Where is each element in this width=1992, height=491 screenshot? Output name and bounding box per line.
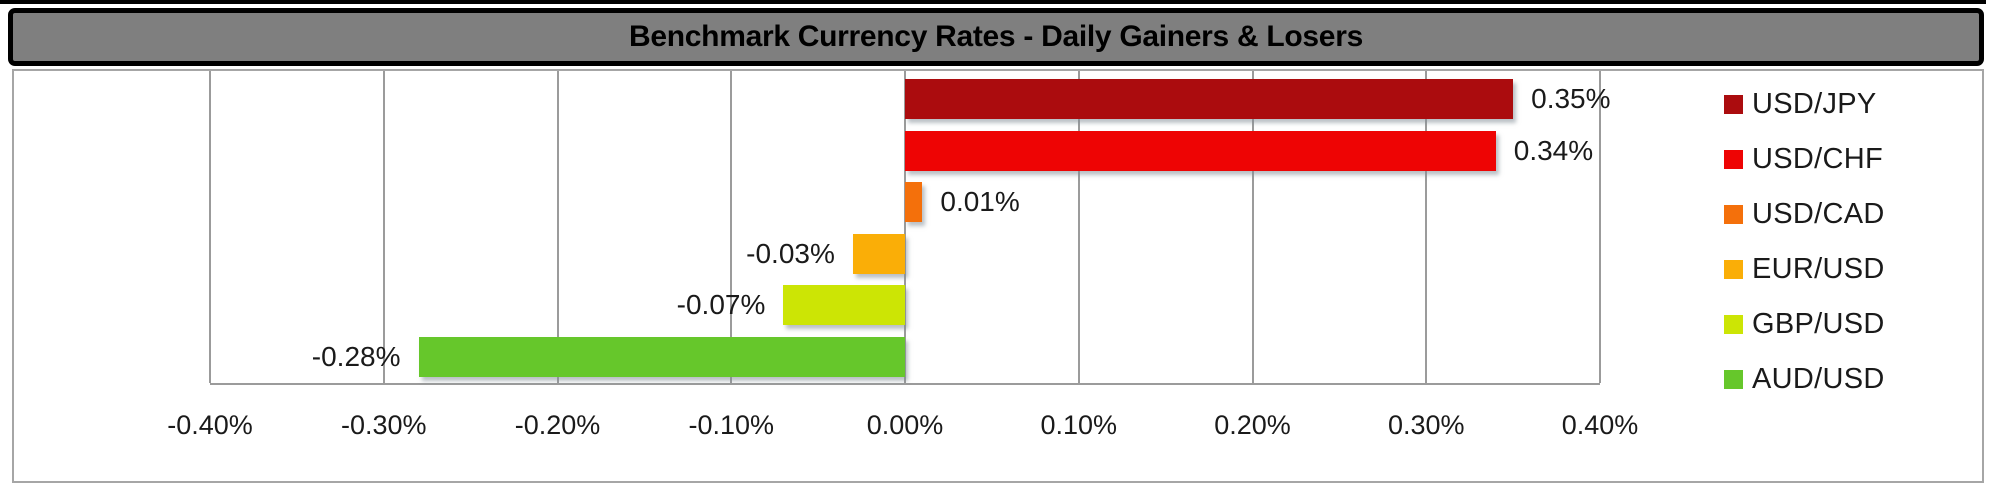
gridline-0-40-: [1599, 71, 1601, 383]
data-label-usd-chf: 0.34%: [1513, 134, 1594, 166]
legend-swatch-usd-chf: [1724, 149, 1743, 169]
gridline-0-10-: [1077, 71, 1080, 383]
x-tick-label-0-20-: 0.20%: [1214, 410, 1291, 440]
gridline-0-00-: [904, 71, 906, 383]
gridline-0-30-: [1425, 71, 1428, 383]
gridline-0-20-: [1251, 71, 1254, 383]
data-label-gbp-usd: -0.07%: [676, 289, 766, 320]
x-tick-label-0-30-: 0.30%: [1387, 410, 1465, 440]
data-label-aud-usd: -0.28%: [311, 340, 401, 372]
legend-label-usd-cad: USD/CAD: [1752, 197, 1885, 230]
data-label-eur-usd: -0.03%: [746, 237, 835, 269]
x-tick-label-0-10-: 0.10%: [1040, 410, 1118, 440]
data-label-usd-jpy: 0.35%: [1531, 83, 1611, 114]
x-tick-label-0-00-: 0.00%: [866, 410, 944, 440]
legend-item-usd-chf[interactable]: USD/CHF: [1724, 142, 1883, 175]
x-axis-line: [210, 383, 1600, 385]
legend-swatch-usd-cad: [1724, 204, 1743, 224]
legend-label-usd-chf: USD/CHF: [1752, 142, 1883, 175]
legend-item-gbp-usd[interactable]: GBP/USD: [1724, 307, 1885, 340]
gridline--0-10-: [730, 71, 733, 383]
legend-swatch-aud-usd: [1724, 369, 1743, 389]
legend-label-usd-jpy: USD/JPY: [1752, 87, 1877, 120]
legend-item-aud-usd[interactable]: AUD/USD: [1724, 362, 1885, 395]
legend-swatch-usd-jpy: [1724, 94, 1743, 114]
bar-aud-usd[interactable]: [418, 336, 905, 377]
chart-title: Benchmark Currency Rates - Daily Gainers…: [629, 20, 1363, 53]
legend-label-aud-usd: AUD/USD: [1752, 362, 1885, 395]
gridline--0-20-: [556, 71, 559, 383]
x-tick-label--0-30-: -0.30%: [340, 410, 427, 440]
x-tick-label--0-20-: -0.20%: [514, 410, 601, 440]
x-tick-label-0-40-: 0.40%: [1561, 410, 1639, 440]
legend-item-usd-cad[interactable]: USD/CAD: [1724, 197, 1885, 230]
x-tick-label--0-40-: -0.40%: [167, 410, 253, 440]
top-border-line: [0, 0, 1986, 4]
bar-eur-usd[interactable]: [852, 233, 905, 274]
legend-swatch-eur-usd: [1724, 259, 1743, 279]
chart-title-bar: Benchmark Currency Rates - Daily Gainers…: [8, 8, 1984, 66]
legend-swatch-gbp-usd: [1724, 314, 1743, 334]
x-tick-label--0-10-: -0.10%: [688, 410, 775, 440]
bar-usd-jpy[interactable]: [905, 79, 1514, 119]
gridline--0-40-: [209, 71, 211, 383]
legend-label-gbp-usd: GBP/USD: [1752, 307, 1885, 340]
chart-plot-container: -0.40% -0.30% -0.20% -0.10% 0.00% 0.10% 0.20% 0…: [12, 69, 1984, 483]
data-label-usd-cad: 0.01%: [940, 186, 1020, 217]
legend-item-usd-jpy[interactable]: USD/JPY: [1724, 87, 1877, 120]
legend-item-eur-usd[interactable]: EUR/USD: [1724, 252, 1885, 285]
bar-gbp-usd[interactable]: [783, 285, 905, 325]
legend-label-eur-usd: EUR/USD: [1752, 252, 1885, 285]
bar-usd-cad[interactable]: [905, 182, 923, 222]
gridline--0-30-: [382, 71, 385, 383]
bar-usd-chf[interactable]: [905, 130, 1496, 171]
